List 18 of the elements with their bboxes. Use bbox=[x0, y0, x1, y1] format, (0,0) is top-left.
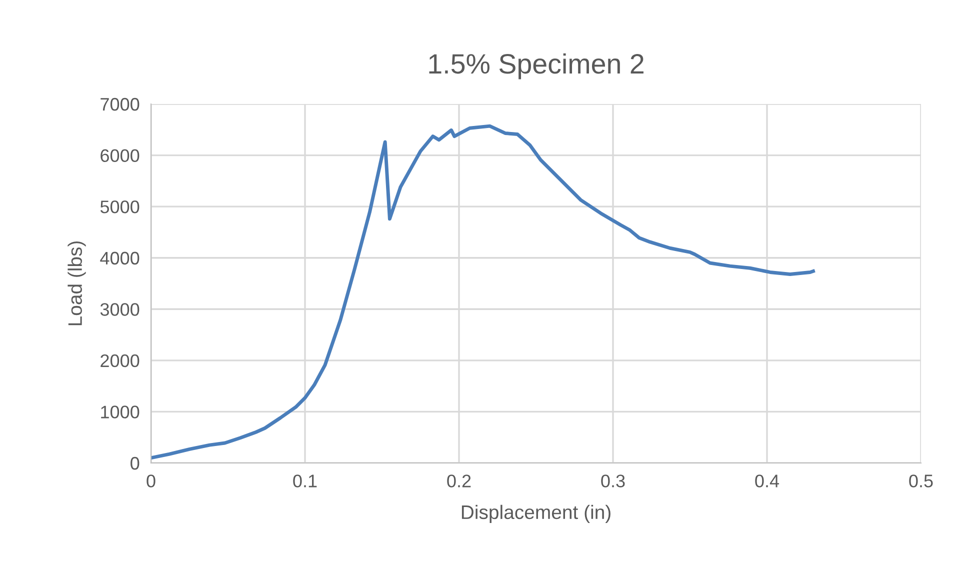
y-tick-label: 2000 bbox=[100, 354, 140, 368]
y-tick-label: 3000 bbox=[100, 303, 140, 316]
y-tick-label: 0 bbox=[130, 456, 140, 470]
x-tick-label: 0 bbox=[146, 474, 156, 488]
y-tick-label: 1000 bbox=[101, 406, 140, 418]
line-series bbox=[151, 124, 815, 460]
x-tick-label: 0.3 bbox=[601, 474, 625, 488]
x-axis-title: Displacement (in) bbox=[462, 504, 610, 523]
x-tick-label: 0.2 bbox=[447, 474, 471, 488]
y-axis-title: Load (lbs) bbox=[68, 241, 86, 326]
x-tick-label: 0.4 bbox=[755, 474, 780, 488]
y-tick-label: 4000 bbox=[100, 252, 140, 265]
y-tick-label: 7000 bbox=[100, 98, 140, 111]
x-tick-label: 0.1 bbox=[293, 474, 317, 488]
y-tick-label: 6000 bbox=[100, 149, 140, 162]
x-tick-label: 0.5 bbox=[909, 474, 933, 488]
y-tick-label: 5000 bbox=[100, 200, 140, 214]
chart-title: 1.5% Specimen 2 bbox=[429, 53, 644, 80]
